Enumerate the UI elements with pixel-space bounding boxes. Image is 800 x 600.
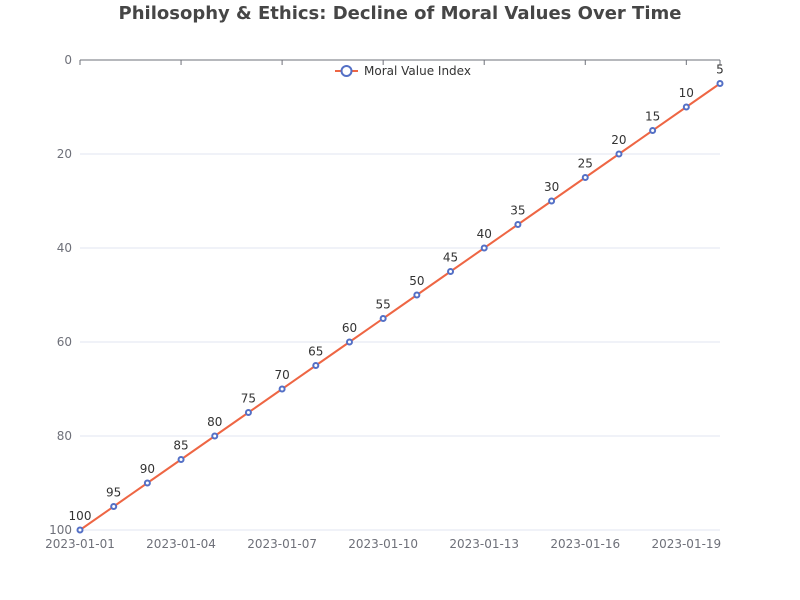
data-point[interactable] [143, 479, 151, 487]
data-point[interactable] [110, 503, 118, 510]
x-tick-label: 2023-01-04 [146, 537, 216, 551]
data-label: 60 [342, 321, 357, 335]
y-tick-label: 0 [64, 53, 72, 67]
data-point[interactable] [480, 244, 488, 252]
data-point[interactable] [581, 174, 589, 181]
data-label: 20 [611, 133, 626, 147]
data-point[interactable] [447, 268, 455, 275]
y-tick-label: 60 [57, 335, 72, 349]
data-label: 80 [207, 415, 222, 429]
data-label: 75 [241, 392, 256, 406]
data-label: 65 [308, 345, 323, 359]
chart-title: Philosophy & Ethics: Decline of Moral Va… [119, 3, 682, 24]
data-label: 30 [544, 180, 559, 194]
data-label: 50 [409, 274, 424, 288]
data-label: 85 [173, 439, 188, 453]
data-point[interactable] [379, 315, 387, 322]
data-point[interactable] [244, 409, 252, 416]
data-point[interactable] [413, 291, 421, 299]
grid-lines [80, 153, 720, 531]
data-point[interactable] [514, 221, 522, 228]
data-label: 55 [376, 298, 391, 312]
data-label: 45 [443, 251, 458, 265]
legend-label[interactable]: Moral Value Index [364, 64, 471, 78]
data-point[interactable] [548, 197, 556, 205]
y-tick-label: 100 [49, 523, 72, 537]
series-line [79, 82, 721, 531]
data-point[interactable] [278, 385, 286, 393]
data-point[interactable] [682, 103, 690, 111]
data-point[interactable] [312, 362, 320, 369]
legend-marker-swatch [340, 65, 353, 77]
y-tick-label: 80 [57, 429, 72, 443]
data-labels: 100 95 90 85 80 75 70 65 60 55 50 45 40 35 30 25 20 15 10 5 [69, 63, 724, 524]
series-layer [76, 80, 724, 534]
data-point[interactable] [649, 127, 657, 134]
data-point[interactable] [76, 526, 84, 534]
data-label: 15 [645, 110, 660, 124]
data-label: 10 [679, 86, 694, 100]
x-tick-label: 2023-01-10 [348, 537, 418, 551]
data-label: 35 [510, 204, 525, 218]
x-tick-label: 2023-01-13 [449, 537, 519, 551]
data-label: 40 [477, 227, 492, 241]
data-point[interactable] [716, 80, 724, 87]
data-point[interactable] [177, 456, 185, 463]
x-tick-label: 2023-01-19 [651, 537, 721, 551]
x-tick-label: 2023-01-07 [247, 537, 317, 551]
data-label: 25 [578, 157, 593, 171]
y-tick-label: 40 [57, 241, 72, 255]
data-label: 95 [106, 486, 121, 500]
data-point[interactable] [345, 338, 353, 346]
data-point[interactable] [211, 432, 219, 440]
data-label: 5 [716, 63, 724, 77]
data-point[interactable] [615, 150, 623, 158]
x-tick-label: 2023-01-16 [550, 537, 620, 551]
x-tick-label: 2023-01-01 [45, 537, 115, 551]
legend[interactable]: Moral Value Index [335, 64, 471, 78]
y-tick-label: 20 [57, 147, 72, 161]
data-label: 70 [274, 368, 289, 382]
data-label: 90 [140, 462, 155, 476]
data-label: 100 [69, 509, 92, 523]
